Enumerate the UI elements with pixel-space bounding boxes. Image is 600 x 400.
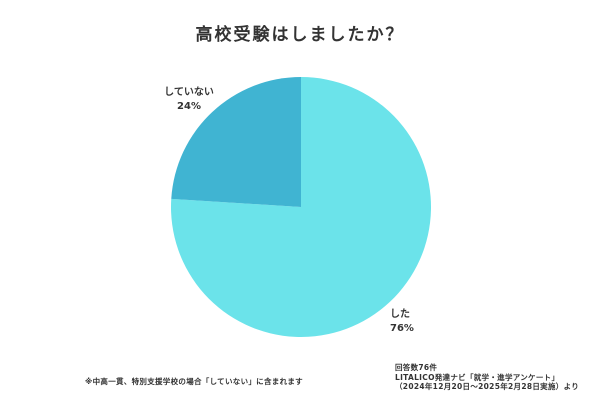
source-survey-name: LITALICO発達ナビ「就学・進学アンケート」 (395, 372, 560, 382)
chart-title: 高校受験はしましたか？ (195, 25, 405, 45)
slice-label-no: していない 24% (163, 86, 215, 114)
slice-label-no-value: 24% (177, 101, 201, 112)
slice-label-no-name: していない (164, 87, 214, 98)
slice-label-yes-name: した (390, 309, 410, 320)
slice-label-yes-value: 76% (390, 323, 414, 334)
pie-slice-no (171, 76, 301, 207)
source-survey-period: （2024年12月20日～2025年2月28日実施）より (395, 382, 580, 391)
slice-label-yes: した 76% (390, 308, 420, 336)
source-note: 回答数76件 LITALICO発達ナビ「就学・進学アンケート」 （2024年12… (395, 363, 579, 392)
source-response-count: 回答数76件 (395, 363, 438, 372)
footnote: ※中高一貫、特別支援学校の場合「していない」に含まれます (85, 377, 303, 386)
